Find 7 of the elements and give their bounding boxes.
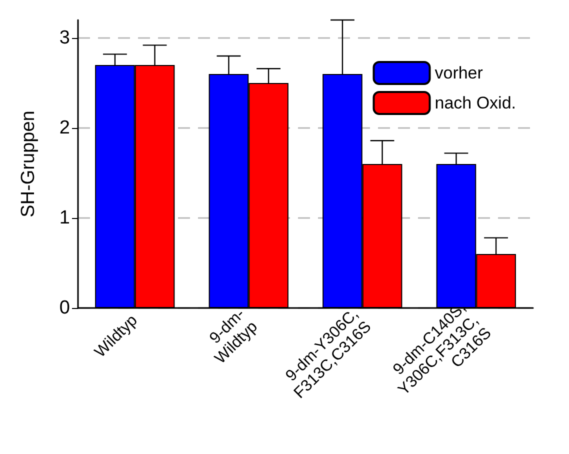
y-tick-label: 2 (59, 118, 70, 138)
y-tick-label: 1 (59, 208, 70, 228)
y-tick-label: 3 (59, 28, 70, 48)
y-axis-title: SH-Gruppen (18, 110, 39, 218)
y-tick-label: 0 (59, 298, 70, 318)
legend-label: vorher (434, 64, 484, 82)
legend-label: nach Oxid. (434, 94, 516, 112)
